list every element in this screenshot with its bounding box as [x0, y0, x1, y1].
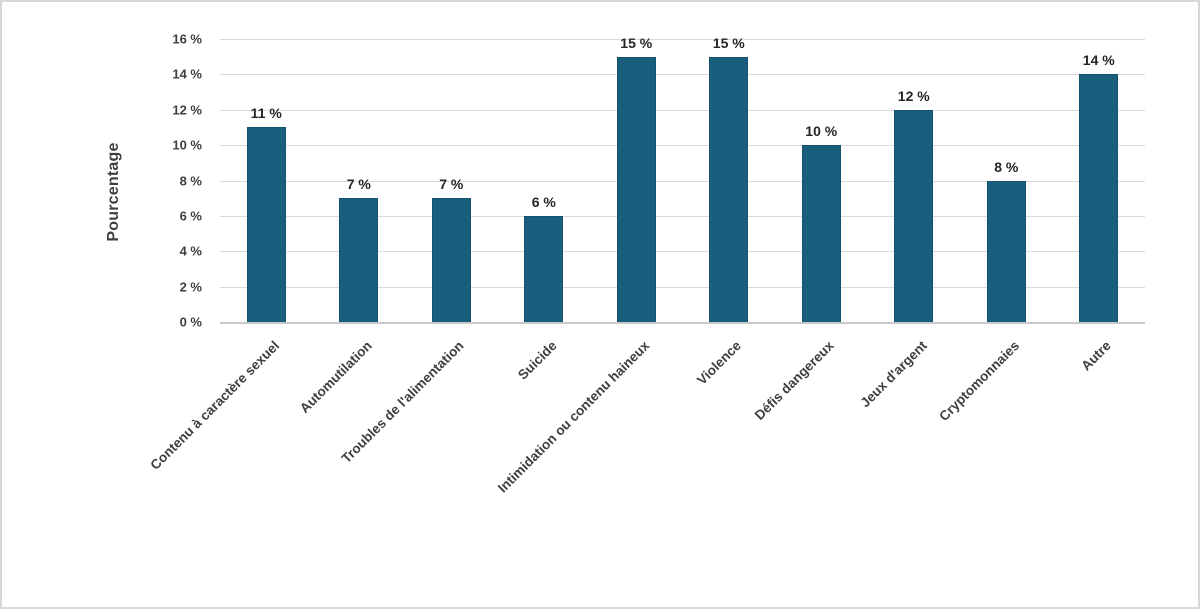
y-tick-label: 0 % [179, 314, 202, 330]
bar-value-label: 8 % [994, 158, 1019, 175]
y-tick-label: 2 % [179, 279, 202, 295]
bar-value-label: 7 % [346, 176, 371, 193]
category-label: Cryptomonnaies [935, 338, 1022, 424]
y-tick-label: 4 % [179, 243, 202, 259]
bar-value-label: 15 % [712, 34, 745, 51]
gridline [220, 145, 1145, 147]
bar [246, 127, 286, 322]
category-label: Violence [694, 338, 745, 388]
bar [801, 145, 841, 322]
bar [339, 198, 379, 322]
category-label: Suicide [514, 338, 560, 383]
bar-value-label: 7 % [439, 176, 464, 193]
bar-value-label: 10 % [805, 123, 838, 140]
x-axis-line [220, 322, 1145, 324]
category-label: Jeux d'argent [857, 338, 930, 411]
bar [616, 56, 656, 322]
y-tick-label: 16 % [172, 31, 202, 47]
bar-value-label: 11 % [250, 105, 282, 122]
gridline [220, 180, 1145, 182]
gridline [220, 109, 1145, 111]
category-label: Intimidation ou contenu haineux [494, 338, 652, 496]
y-axis-title: Pourcentage [105, 142, 122, 242]
category-label: Autre [1078, 338, 1115, 374]
bar-value-label: 14 % [1082, 52, 1115, 69]
gridline [220, 39, 1145, 40]
gridline [220, 251, 1145, 253]
gridline [220, 74, 1145, 76]
bar [894, 109, 934, 322]
gridline [220, 215, 1145, 217]
bar [524, 215, 564, 322]
bar-value-label: 12 % [897, 87, 930, 104]
bar-value-label: 15 % [620, 34, 653, 51]
bar [1079, 74, 1119, 322]
y-tick-label: 12 % [172, 102, 202, 118]
bar-value-label: 6 % [531, 193, 556, 210]
y-tick-label: 14 % [172, 66, 202, 82]
bar [709, 56, 749, 322]
bar [431, 198, 471, 322]
y-tick-label: 8 % [179, 173, 202, 188]
bar [986, 180, 1026, 322]
category-label: Contenu à caractère sexuel [147, 338, 282, 473]
plot-area: 0 % 2 % 4 % 6 % 8 % 10 % 12 % 14 % 16 % 11 % Conte… [147, 32, 1145, 496]
y-tick-label: 10 % [172, 137, 202, 153]
y-tick-label: 6 % [179, 208, 202, 224]
category-label: Défis dangereux [751, 338, 837, 423]
category-label: Automutilation [296, 338, 375, 416]
gridline [220, 286, 1145, 288]
